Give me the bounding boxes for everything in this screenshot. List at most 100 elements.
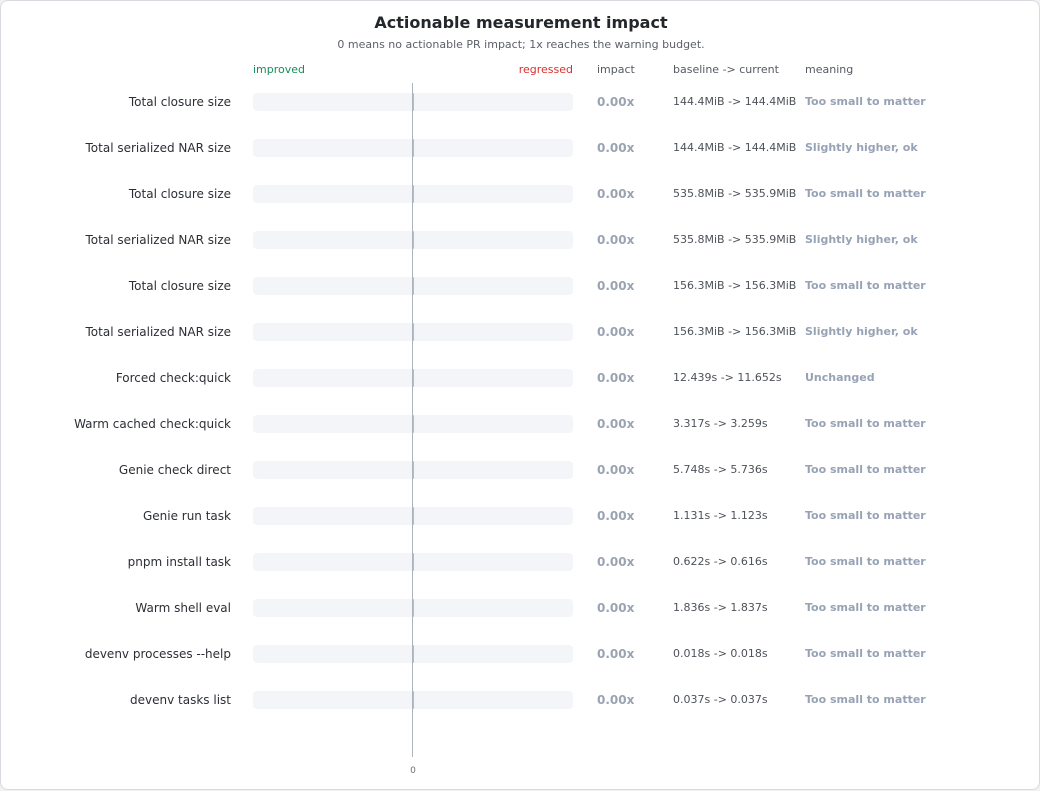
chart-row: Total serialized NAR size 0.00x 535.8MiB -… (1, 231, 1040, 251)
baseline-current-value: 535.8MiB -> 535.9MiB (673, 187, 797, 200)
impact-value: 0.00x (597, 279, 635, 293)
impact-bar (412, 553, 414, 571)
impact-bar (412, 461, 414, 479)
meaning-value: Too small to matter (805, 95, 926, 108)
impact-bar (412, 415, 414, 433)
row-label: Warm shell eval (135, 601, 231, 615)
meaning-value: Too small to matter (805, 417, 926, 430)
meaning-value: Too small to matter (805, 601, 926, 614)
impact-bar (412, 139, 414, 157)
chart-row: devenv tasks list 0.00x 0.037s -> 0.037s To… (1, 691, 1040, 711)
impact-bar (412, 231, 414, 249)
impact-bar (412, 277, 414, 295)
impact-bar (412, 369, 414, 387)
impact-bar (412, 645, 414, 663)
baseline-current-value: 1.131s -> 1.123s (673, 509, 768, 522)
baseline-current-value: 0.622s -> 0.616s (673, 555, 768, 568)
chart-row: Total closure size 0.00x 535.8MiB -> 535.9… (1, 185, 1040, 205)
x-tick-zero: 0 (410, 766, 416, 776)
row-label: Warm cached check:quick (74, 417, 231, 431)
baseline-current-value: 144.4MiB -> 144.4MiB (673, 95, 797, 108)
chart-row: Forced check:quick 0.00x 12.439s -> 11.652… (1, 369, 1040, 389)
baseline-current-value: 144.4MiB -> 144.4MiB (673, 141, 797, 154)
column-header-impact: impact (597, 63, 635, 76)
legend-regressed: regressed (518, 63, 573, 76)
legend-improved: improved (253, 63, 306, 76)
row-label: Total serialized NAR size (85, 325, 231, 339)
impact-bar (412, 185, 414, 203)
meaning-value: Too small to matter (805, 279, 926, 292)
row-label: pnpm install task (127, 555, 231, 569)
meaning-value: Too small to matter (805, 693, 926, 706)
baseline-current-value: 156.3MiB -> 156.3MiB (673, 279, 797, 292)
impact-bar (412, 507, 414, 525)
chart-row: Total serialized NAR size 0.00x 156.3MiB -… (1, 323, 1040, 343)
impact-value: 0.00x (597, 371, 635, 385)
chart-row: Warm shell eval 0.00x 1.836s -> 1.837s Too … (1, 599, 1040, 619)
baseline-current-value: 0.018s -> 0.018s (673, 647, 768, 660)
impact-value: 0.00x (597, 463, 635, 477)
baseline-current-value: 5.748s -> 5.736s (673, 463, 768, 476)
impact-value: 0.00x (597, 555, 635, 569)
impact-value: 0.00x (597, 693, 635, 707)
bar-track (253, 369, 573, 387)
row-label: Total closure size (128, 187, 231, 201)
row-label: devenv processes --help (84, 647, 231, 661)
meaning-value: Too small to matter (805, 463, 926, 476)
impact-bar (412, 93, 414, 111)
meaning-value: Too small to matter (805, 647, 926, 660)
impact-value: 0.00x (597, 417, 635, 431)
baseline-current-value: 1.836s -> 1.837s (673, 601, 768, 614)
bar-track (253, 415, 573, 433)
bar-track (253, 323, 573, 341)
baseline-current-value: 3.317s -> 3.259s (673, 417, 768, 430)
chart-row: devenv processes --help 0.00x 0.018s -> 0.… (1, 645, 1040, 665)
bar-track (253, 461, 573, 479)
bar-track (253, 553, 573, 571)
meaning-value: Unchanged (805, 371, 875, 384)
chart-row: Genie run task 0.00x 1.131s -> 1.123s Too s… (1, 507, 1040, 527)
row-label: Forced check:quick (115, 371, 231, 385)
impact-value: 0.00x (597, 187, 635, 201)
meaning-value: Slightly higher, ok (805, 141, 918, 154)
row-label: devenv tasks list (130, 693, 231, 707)
impact-value: 0.00x (597, 233, 635, 247)
chart-row: Total closure size 0.00x 156.3MiB -> 156.3… (1, 277, 1040, 297)
chart-subtitle: 0 means no actionable PR impact; 1x reac… (337, 38, 705, 51)
bar-track (253, 139, 573, 157)
baseline-current-value: 12.439s -> 11.652s (673, 371, 782, 384)
baseline-current-value: 156.3MiB -> 156.3MiB (673, 325, 797, 338)
row-label: Total closure size (128, 95, 231, 109)
row-label: Total serialized NAR size (85, 233, 231, 247)
row-label: Total closure size (128, 279, 231, 293)
baseline-current-value: 535.8MiB -> 535.9MiB (673, 233, 797, 246)
chart-row: Total closure size 0.00x 144.4MiB -> 144.4… (1, 93, 1040, 113)
chart-row: pnpm install task 0.00x 0.622s -> 0.616s To… (1, 553, 1040, 573)
bar-track (253, 691, 573, 709)
bar-track (253, 185, 573, 203)
impact-bar (412, 691, 414, 709)
impact-value: 0.00x (597, 647, 635, 661)
bar-track (253, 599, 573, 617)
row-label: Total serialized NAR size (85, 141, 231, 155)
zero-axis-line (412, 83, 413, 757)
impact-value: 0.00x (597, 95, 635, 109)
column-header-baseline-current: baseline -> current (673, 63, 779, 76)
row-label: Genie check direct (118, 463, 231, 477)
meaning-value: Too small to matter (805, 187, 926, 200)
meaning-value: Slightly higher, ok (805, 233, 918, 246)
chart-row: Warm cached check:quick 0.00x 3.317s -> 3.… (1, 415, 1040, 435)
impact-value: 0.00x (597, 509, 635, 523)
column-header-meaning: meaning (805, 63, 854, 76)
bar-track (253, 93, 573, 111)
row-label: Genie run task (142, 509, 231, 523)
bar-track (253, 231, 573, 249)
meaning-value: Too small to matter (805, 555, 926, 568)
impact-value: 0.00x (597, 325, 635, 339)
bar-track (253, 507, 573, 525)
impact-bar (412, 323, 414, 341)
bar-track (253, 277, 573, 295)
chart-row: Genie check direct 0.00x 5.748s -> 5.736s T… (1, 461, 1040, 481)
